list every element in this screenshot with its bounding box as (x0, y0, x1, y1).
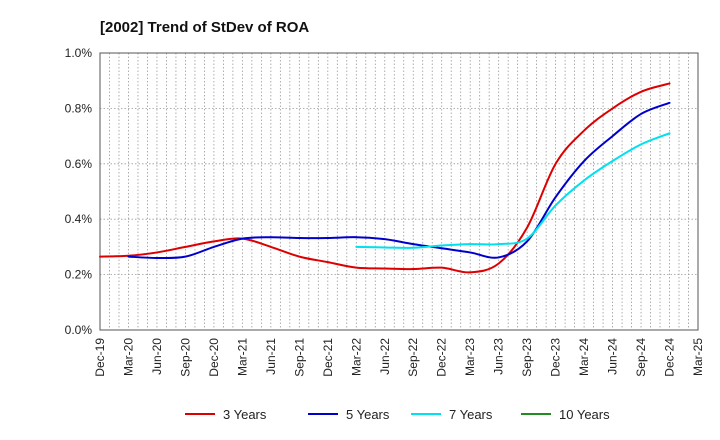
y-tick-label: 1.0% (65, 46, 93, 60)
x-tick-label: Sep-23 (520, 338, 534, 377)
series-line-5-years (127, 101, 671, 260)
x-tick-label: Sep-20 (178, 338, 192, 377)
x-tick-label: Sep-24 (634, 338, 648, 377)
x-tick-label: Dec-23 (549, 338, 563, 377)
legend-label-7-years: 7 Years (449, 407, 493, 422)
chart-title: [2002] Trend of StDev of ROA (100, 19, 309, 36)
grid (100, 53, 698, 330)
x-tick-label: Sep-21 (292, 338, 306, 377)
legend-label-10-years: 10 Years (559, 407, 610, 422)
x-tick-label: Dec-19 (93, 338, 107, 377)
x-tick-label: Dec-21 (321, 338, 335, 377)
x-tick-label: Mar-23 (463, 338, 477, 376)
x-tick-label: Mar-21 (235, 338, 249, 376)
legend-label-5-years: 5 Years (346, 407, 390, 422)
x-tick-label: Jun-23 (492, 338, 506, 375)
y-axis-ticks: 0.0% 0.2% 0.4% 0.6% 0.8% 1.0% (65, 46, 93, 337)
x-tick-label: Jun-24 (606, 338, 620, 375)
x-tick-label: Jun-20 (150, 338, 164, 375)
x-tick-label: Jun-21 (264, 338, 278, 375)
y-tick-label: 0.6% (65, 157, 93, 171)
series-line-7-years (355, 132, 671, 249)
y-tick-label: 0.0% (65, 323, 93, 337)
y-tick-label: 0.2% (65, 268, 93, 282)
x-tick-label: Dec-24 (663, 338, 677, 377)
plot-area (99, 52, 699, 331)
x-tick-label: Sep-22 (406, 338, 420, 377)
series-line-3-years (99, 82, 671, 274)
x-tick-label: Mar-22 (349, 338, 363, 376)
legend: 3 Years 5 Years 7 Years 10 Years (185, 407, 610, 422)
x-tick-label: Jun-22 (378, 338, 392, 375)
y-tick-label: 0.8% (65, 101, 93, 115)
y-tick-label: 0.4% (65, 212, 93, 226)
x-tick-label: Mar-24 (577, 338, 591, 376)
x-tick-label: Mar-20 (121, 338, 135, 376)
x-tick-label: Dec-22 (435, 338, 449, 377)
x-axis-ticks: Dec-19 Mar-20 Jun-20 Sep-20 Dec-20 Mar-21 Jun-… (93, 338, 705, 377)
series-lines (99, 82, 671, 274)
x-tick-label: Dec-20 (207, 338, 221, 377)
legend-label-3-years: 3 Years (223, 407, 267, 422)
x-tick-label: Mar-25 (691, 338, 705, 376)
